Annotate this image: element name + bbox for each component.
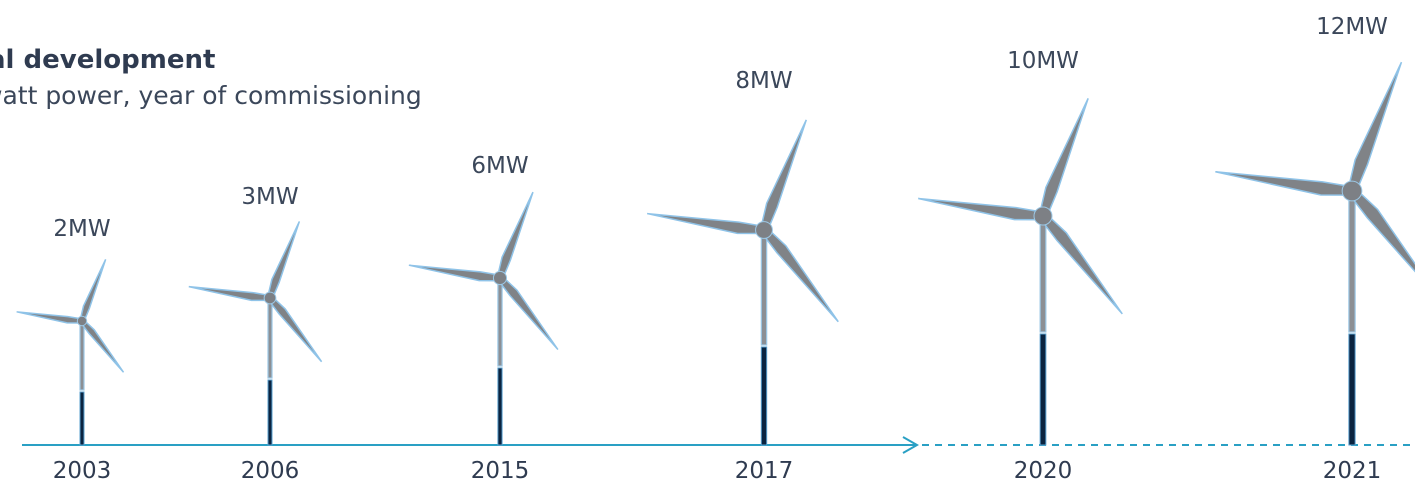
tower-upper: [498, 278, 502, 366]
tower-upper: [268, 298, 272, 378]
blade: [1036, 96, 1092, 218]
year-label: 2003: [53, 458, 112, 482]
hub: [1034, 207, 1052, 225]
power-label: 8MW: [735, 68, 792, 94]
subtitle: watt power, year of commissioning: [0, 81, 422, 110]
blade: [495, 190, 536, 279]
blade: [16, 309, 82, 324]
hub: [1342, 181, 1362, 201]
year-label: 2020: [1014, 458, 1073, 482]
turbine: 3MW 2006: [188, 184, 325, 482]
tower-lower: [498, 368, 502, 445]
title: al development: [0, 45, 215, 75]
tower-upper: [1040, 216, 1046, 332]
page: al development watt power, year of commi…: [0, 0, 1415, 482]
blade: [761, 226, 844, 325]
blade: [1039, 211, 1128, 317]
blade: [268, 295, 326, 364]
tower-lower: [761, 347, 766, 445]
power-label: 2MW: [53, 216, 110, 242]
tower-lower: [1349, 334, 1355, 445]
blade: [917, 194, 1043, 224]
tower-upper: [1349, 191, 1355, 332]
blade: [265, 220, 302, 299]
hub: [493, 271, 506, 284]
tower-lower: [268, 380, 272, 445]
blade: [1348, 186, 1415, 302]
tower-lower: [1040, 334, 1046, 445]
power-label: 10MW: [1007, 48, 1079, 74]
power-label: 3MW: [241, 184, 298, 210]
turbine: 10MW 2020: [917, 48, 1128, 482]
blade: [408, 262, 500, 284]
turbine: 12MW 2021: [1214, 14, 1415, 482]
year-label: 2021: [1323, 458, 1382, 482]
hub: [77, 316, 86, 325]
blade: [1214, 167, 1353, 199]
timeline-infographic: al development watt power, year of commi…: [0, 0, 1415, 482]
blade: [757, 117, 810, 231]
hub: [264, 292, 276, 304]
tower-upper: [761, 230, 766, 345]
blade: [78, 258, 108, 322]
hub: [756, 222, 773, 239]
year-label: 2015: [471, 458, 530, 482]
year-label: 2006: [241, 458, 300, 482]
blade: [188, 284, 270, 303]
tower-upper: [80, 321, 84, 390]
year-label: 2017: [735, 458, 794, 482]
turbine: 2MW 2003: [16, 216, 127, 482]
power-label: 6MW: [471, 153, 528, 179]
blade: [646, 209, 764, 237]
turbine: 8MW 2017: [646, 68, 844, 482]
tower-lower: [80, 392, 84, 445]
blade: [80, 319, 126, 374]
power-label: 12MW: [1316, 14, 1388, 40]
turbine: 6MW 2015: [408, 153, 562, 482]
blade: [1344, 59, 1406, 193]
blade: [497, 275, 562, 352]
